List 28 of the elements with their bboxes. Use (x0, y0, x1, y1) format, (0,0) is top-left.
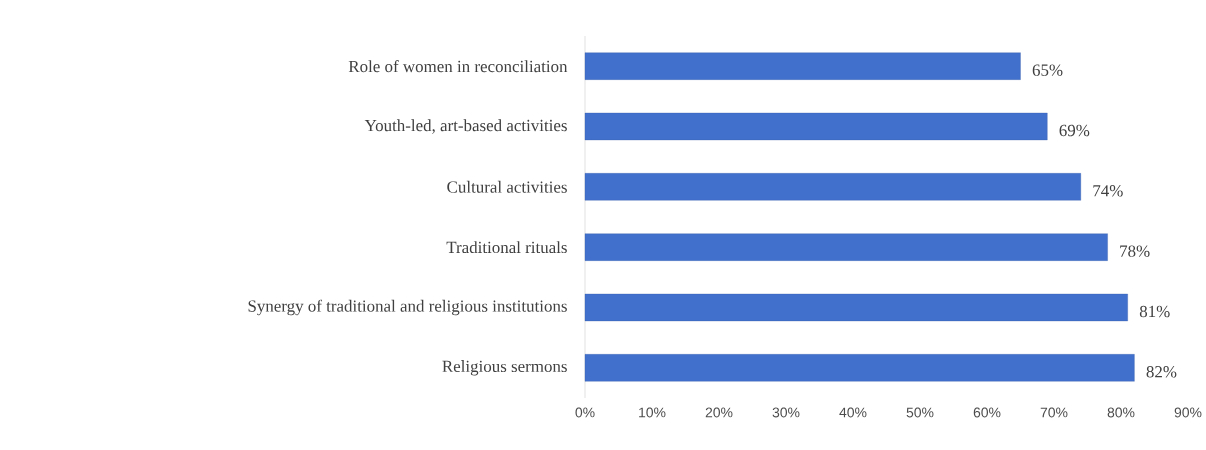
x-tick-label: 70% (1040, 407, 1068, 418)
x-tick-label: 10% (639, 407, 666, 418)
bar (584, 112, 1048, 141)
data-label: 65% (1032, 64, 1063, 76)
x-tick-label: 30% (772, 407, 800, 418)
x-tick-label: 90% (1174, 407, 1202, 418)
x-tick-label: 50% (906, 407, 934, 418)
bar (584, 293, 1128, 322)
y-tick-label: Synergy of traditional and religious institutions (248, 299, 567, 316)
data-label: 78% (1120, 245, 1150, 257)
y-tick-label: Cultural activities (447, 180, 567, 193)
x-tick-label: 20% (705, 407, 733, 418)
x-tick-label: 0% (575, 407, 595, 418)
x-tick-label: 40% (839, 407, 867, 418)
data-label: 69% (1059, 124, 1090, 137)
y-tick-label: Religious sermons (442, 360, 567, 376)
bar (584, 354, 1135, 382)
bar (584, 173, 1081, 201)
y-tick-label: Youth-led, art-based activities (364, 119, 567, 134)
x-tick-label: 60% (973, 407, 1001, 418)
y-tick-label: Role of women in reconciliation (348, 60, 568, 73)
bar (584, 233, 1108, 261)
data-label: 74% (1093, 185, 1123, 197)
y-tick-label: Traditional rituals (446, 241, 567, 254)
data-label: 81% (1139, 305, 1170, 318)
data-label: 82% (1146, 366, 1177, 378)
x-tick-label: 80% (1107, 407, 1135, 418)
bar (584, 52, 1021, 80)
